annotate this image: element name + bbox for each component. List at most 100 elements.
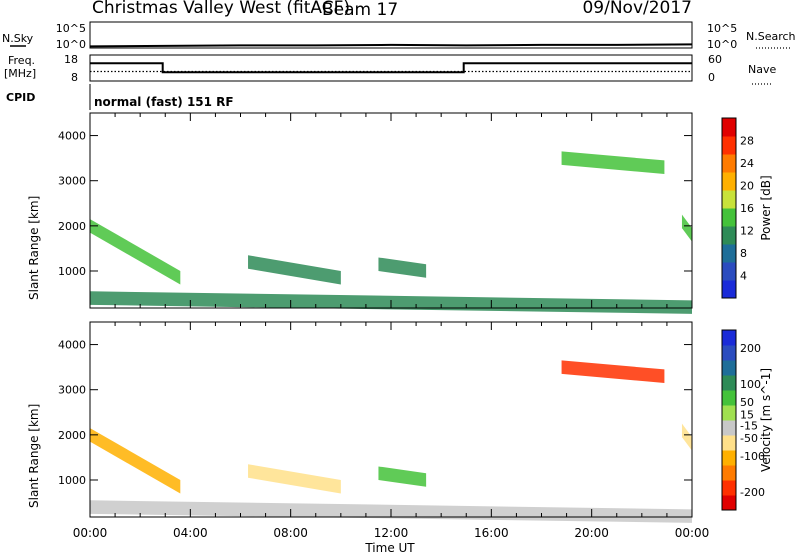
power-colorbar: 4 8 12 16 20 24 28 Power [dB] (721, 117, 773, 299)
time-axis: 00:00 04:00 08:00 12:00 16:00 20:00 00:00 (73, 526, 710, 540)
nave-tick-bottom: 0 (708, 71, 715, 84)
velocity-axes: 4000 3000 2000 1000 (58, 322, 693, 517)
plot-title: Christmas Valley West (fitACF) (92, 0, 350, 18)
power-colorbar-swatch (722, 262, 736, 281)
x-tick-label: 16:00 (474, 526, 509, 540)
power-y-tick-label: 1000 (58, 265, 86, 278)
power-ylabel: Slant Range [km] (27, 196, 41, 300)
velocity-echo-region-2 (378, 466, 427, 487)
nsearch-tick-top: 10^5 (707, 22, 737, 35)
velocity-colorbar-swatch (722, 360, 736, 376)
power-colorbar-swatch (722, 190, 736, 209)
velocity-colorbar-tick: -200 (740, 486, 765, 499)
velocity-colorbar-frame (721, 329, 737, 511)
power-colorbar-swatch (722, 226, 736, 245)
power-colorbar-swatch (722, 244, 736, 263)
power-echo-region-4 (681, 214, 692, 242)
x-tick-label: 00:00 (675, 526, 710, 540)
power-colorbar-swatch (722, 208, 736, 227)
power-echo-region-2 (378, 257, 427, 278)
power-colorbar-swatch (722, 136, 736, 155)
velocity-colorbar-swatch (722, 345, 736, 361)
velocity-colorbar-tick: 100 (740, 378, 761, 391)
velocity-colorbar-swatch (722, 390, 736, 406)
x-tick-label: 08:00 (273, 526, 308, 540)
x-tick-label: 12:00 (374, 526, 409, 540)
power-echo-region-3 (561, 151, 665, 174)
velocity-echo-region-4 (681, 423, 692, 451)
nave-label: Nave (748, 63, 776, 76)
velocity-colorbar-swatch (722, 480, 736, 496)
nsky-tick-bottom: 10^0 (56, 38, 86, 51)
velocity-colorbar-swatch (722, 375, 736, 391)
power-colorbar-swatch (722, 172, 736, 191)
power-panel: 4000 3000 2000 1000 Slant Range [km] (27, 112, 693, 314)
power-colorbar-tick: 24 (740, 157, 754, 170)
nsky-panel: N.Sky 10^5 10^0 10^5 10^0 N.Search (2, 21, 796, 51)
velocity-colorbar-tick: -50 (740, 432, 758, 445)
freq-label: Freq. (8, 54, 35, 67)
power-colorbar-tick: 16 (740, 202, 754, 215)
velocity-colorbar-tick: 200 (740, 342, 761, 355)
velocity-colorbar-swatch (722, 465, 736, 481)
velocity-panel: 4000 3000 2000 1000 Slant Range [km] (27, 321, 693, 523)
velocity-y-tick-label: 2000 (58, 429, 86, 442)
power-echo-region-1 (248, 255, 341, 285)
velocity-y-tick-label: 1000 (58, 474, 86, 487)
power-colorbar-frame (721, 117, 737, 299)
x-tick-label: 20:00 (574, 526, 609, 540)
velocity-colorbar-tick: 50 (740, 396, 754, 409)
power-y-tick-label: 2000 (58, 220, 86, 233)
power-echoes (90, 151, 692, 314)
freq-panel: Freq. [MHz] 18 8 60 0 Nave (4, 53, 776, 85)
velocity-colorbar-swatch (722, 330, 736, 346)
velocity-colorbar-label: Velocity [m s^-1] (759, 368, 773, 472)
velocity-colorbar-tick: 15 (740, 409, 754, 422)
power-colorbar-tick: 12 (740, 225, 754, 238)
velocity-echoes (90, 360, 692, 523)
velocity-y-tick-label: 3000 (58, 384, 86, 397)
velocity-colorbar-swatch (722, 435, 736, 451)
freq-trace (90, 62, 692, 74)
freq-unit-label: [MHz] (4, 67, 36, 80)
x-axis-label: Time UT (364, 541, 415, 554)
cpid-mode: normal (fast) 151 RF (94, 95, 234, 109)
velocity-colorbar-swatch (722, 420, 736, 436)
x-tick-label: 00:00 (73, 526, 108, 540)
velocity-y-tick-label: 4000 (58, 339, 86, 352)
nsky-tick-top: 10^5 (56, 22, 86, 35)
power-y-tick-label: 4000 (58, 130, 86, 143)
velocity-colorbar-tick: -100 (740, 450, 765, 463)
power-colorbar-swatch (722, 118, 736, 137)
power-colorbar-swatch (722, 280, 736, 299)
power-y-tick-label: 3000 (58, 175, 86, 188)
nsearch-tick-bottom: 10^0 (707, 38, 737, 51)
velocity-echo-region-0 (90, 428, 181, 494)
beam-label: Beam 17 (322, 0, 398, 20)
velocity-colorbar-tick: -15 (740, 419, 758, 432)
power-colorbar-swatch (722, 154, 736, 173)
nsearch-label: N.Search (746, 30, 796, 43)
power-colorbar-label: Power [dB] (759, 175, 773, 240)
nsky-label: N.Sky (2, 32, 34, 45)
velocity-colorbar-swatch (722, 405, 736, 421)
power-colorbar-tick: 8 (740, 247, 747, 260)
velocity-colorbar-swatch (722, 450, 736, 466)
freq-tick-bottom: 8 (71, 71, 78, 84)
velocity-colorbar-swatch (722, 495, 736, 511)
nave-tick-top: 60 (708, 53, 722, 66)
power-colorbar-tick: 20 (740, 180, 754, 193)
velocity-ylabel: Slant Range [km] (27, 404, 41, 508)
velocity-echo-region-1 (248, 464, 341, 494)
cpid-label: CPID (6, 91, 35, 104)
power-echo-region-0 (90, 219, 181, 285)
freq-tick-top: 18 (64, 53, 78, 66)
power-colorbar-tick: 28 (740, 135, 754, 148)
nsky-trace (89, 43, 693, 48)
x-tick-label: 04:00 (173, 526, 208, 540)
power-colorbar-tick: 4 (740, 270, 747, 283)
date-label: 09/Nov/2017 (582, 0, 692, 18)
velocity-echo-region-3 (561, 360, 665, 383)
